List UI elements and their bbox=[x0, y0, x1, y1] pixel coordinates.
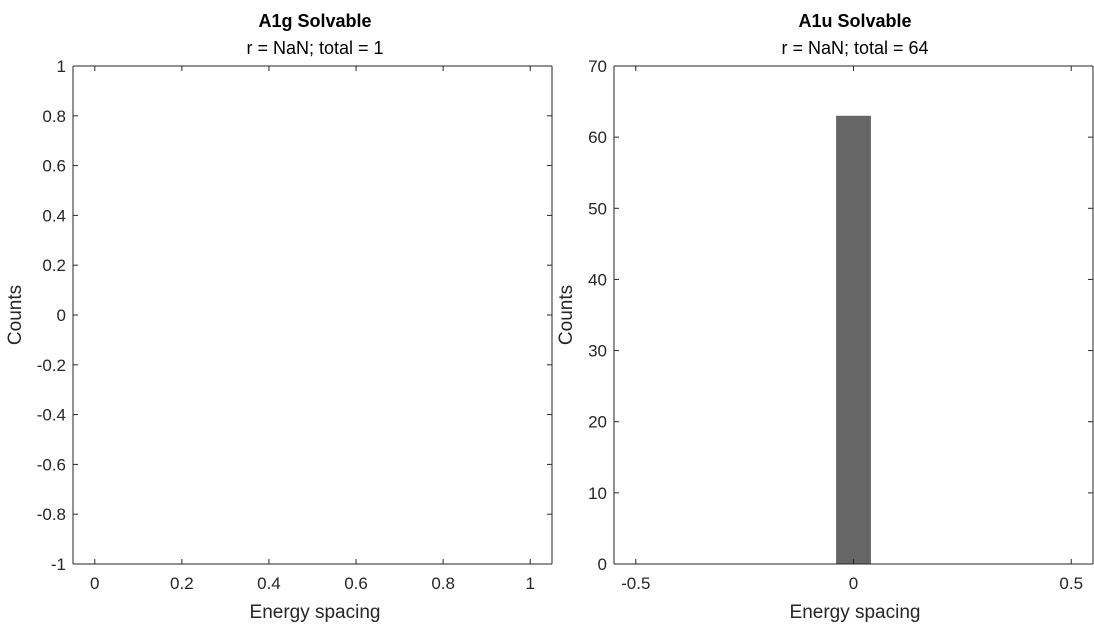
y-tick-label: 1 bbox=[57, 57, 66, 76]
x-tick-label: 0 bbox=[849, 574, 858, 593]
chart-panel-a1g: A1g Solvable r = NaN; total = 1 Energy s… bbox=[5, 11, 553, 623]
x-axis-label: Energy spacing bbox=[790, 602, 921, 623]
y-tick-label: -0.6 bbox=[37, 455, 66, 474]
y-tick-label: 60 bbox=[588, 128, 607, 147]
y-tick-label: 0.4 bbox=[42, 206, 66, 225]
x-tick-label: 1 bbox=[525, 574, 534, 593]
x-tick-label: -0.5 bbox=[621, 574, 650, 593]
y-tick-label: 0.2 bbox=[42, 256, 66, 275]
x-tick-label: 0 bbox=[90, 574, 99, 593]
y-tick-label: 0 bbox=[598, 555, 607, 574]
y-tick-label: 0 bbox=[57, 306, 66, 325]
chart-subtitle: r = NaN; total = 1 bbox=[246, 38, 383, 58]
y-axis-label: Counts bbox=[5, 285, 26, 345]
y-tick-label: -0.2 bbox=[37, 356, 66, 375]
y-tick-label: -1 bbox=[51, 555, 66, 574]
x-tick-label: 0.5 bbox=[1059, 574, 1083, 593]
y-tick-label: -0.8 bbox=[37, 505, 66, 524]
x-axis-label: Energy spacing bbox=[250, 602, 381, 623]
y-tick-label: 0.8 bbox=[42, 107, 66, 126]
plot-area bbox=[73, 66, 552, 564]
y-axis-label: Counts bbox=[556, 285, 577, 345]
x-tick-label: 0.4 bbox=[257, 574, 281, 593]
y-tick-label: 70 bbox=[588, 57, 607, 76]
chart-title: A1g Solvable bbox=[258, 11, 371, 31]
y-tick-label: 10 bbox=[588, 484, 607, 503]
y-tick-label: 30 bbox=[588, 342, 607, 361]
y-tick-label: 50 bbox=[588, 199, 607, 218]
y-tick-label: 40 bbox=[588, 270, 607, 289]
x-tick-label: 0.6 bbox=[344, 574, 368, 593]
histogram-bar bbox=[836, 115, 871, 565]
chart-title: A1u Solvable bbox=[798, 11, 911, 31]
y-tick-label: 0.6 bbox=[42, 157, 66, 176]
x-tick-label: 0.2 bbox=[170, 574, 194, 593]
chart-panel-a1u: A1u Solvable r = NaN; total = 64 Energy … bbox=[556, 11, 1094, 623]
y-tick-label: -0.4 bbox=[37, 406, 66, 425]
x-tick-label: 0.8 bbox=[431, 574, 455, 593]
y-tick-label: 20 bbox=[588, 413, 607, 432]
chart-subtitle: r = NaN; total = 64 bbox=[781, 38, 928, 58]
